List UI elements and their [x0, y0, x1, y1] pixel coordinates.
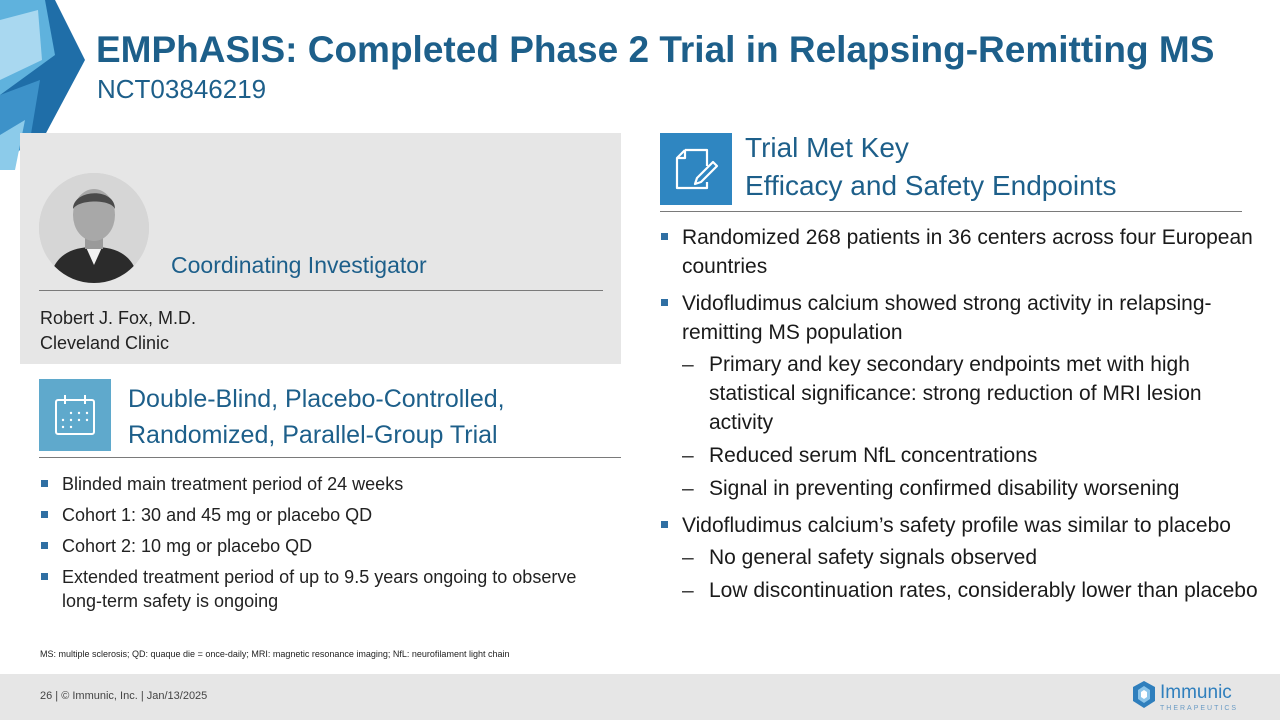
sub-list-item: Primary and key secondary endpoints met …	[682, 350, 1270, 437]
page-subtitle: NCT03846219	[97, 74, 267, 104]
list-item-text: Vidofludimus calcium showed strong activ…	[682, 292, 1212, 344]
list-item: Blinded main treatment period of 24 week…	[40, 472, 600, 496]
list-item: Vidofludimus calcium’s safety profile wa…	[660, 511, 1270, 605]
list-item: Extended treatment period of up to 9.5 y…	[40, 565, 600, 613]
logo-tagline: THERAPEUTICS	[1160, 705, 1239, 712]
results-list: Randomized 268 patients in 36 centers ac…	[660, 223, 1270, 613]
immunic-logo-icon	[1133, 681, 1155, 708]
trial-design-list: Blinded main treatment period of 24 week…	[40, 472, 600, 620]
sub-list-item: Signal in preventing confirmed disabilit…	[682, 474, 1270, 503]
sub-list: Primary and key secondary endpoints met …	[682, 350, 1270, 503]
list-item: Randomized 268 patients in 36 centers ac…	[660, 223, 1270, 281]
results-heading-line1: Trial Met Key	[745, 132, 909, 163]
trial-design-heading: Double-Blind, Placebo-Controlled, Random…	[128, 381, 505, 454]
person-photo-icon	[39, 173, 149, 283]
page-title: EMPhASIS: Completed Phase 2 Trial in Rel…	[96, 29, 1215, 70]
investigator-heading: Coordinating Investigator	[171, 252, 427, 278]
divider	[39, 290, 603, 291]
footnote: MS: multiple sclerosis; QD: quaque die =…	[40, 649, 510, 659]
list-item-text: Vidofludimus calcium’s safety profile wa…	[682, 514, 1231, 537]
results-heading: Trial Met Key Efficacy and Safety Endpoi…	[745, 129, 1117, 205]
trial-design-heading-line2: Randomized, Parallel-Group Trial	[128, 421, 498, 450]
logo-name: Immunic	[1160, 682, 1232, 703]
sub-list-item: No general safety signals observed	[682, 543, 1270, 572]
footer-text: 26 | © Immunic, Inc. | Jan/13/2025	[40, 690, 208, 702]
sub-list-item: Reduced serum NfL concentrations	[682, 441, 1270, 470]
list-item-text: Randomized 268 patients in 36 centers ac…	[682, 226, 1253, 278]
investigator-institution: Cleveland Clinic	[40, 333, 170, 354]
company-logo: Immunic THERAPEUTICS	[1131, 680, 1251, 714]
sub-list: No general safety signals observed Low d…	[682, 543, 1270, 605]
calendar-icon	[39, 379, 111, 451]
divider	[39, 457, 621, 458]
corner-decoration	[0, 0, 85, 170]
document-edit-icon	[660, 133, 732, 205]
list-item: Vidofludimus calcium showed strong activ…	[660, 289, 1270, 503]
trial-design-heading-line1: Double-Blind, Placebo-Controlled,	[128, 385, 505, 413]
investigator-details: Robert J. Fox, M.D. Cleveland Clinic	[40, 306, 196, 356]
results-heading-line2: Efficacy and Safety Endpoints	[745, 170, 1117, 202]
investigator-name: Robert J. Fox, M.D.	[40, 308, 197, 328]
list-item: Cohort 1: 30 and 45 mg or placebo QD	[40, 503, 600, 527]
divider	[660, 211, 1242, 212]
sub-list-item: Low discontinuation rates, considerably …	[682, 576, 1270, 605]
footer: 26 | © Immunic, Inc. | Jan/13/2025 Immun…	[0, 674, 1280, 720]
avatar	[39, 173, 149, 283]
list-item: Cohort 2: 10 mg or placebo QD	[40, 534, 600, 558]
investigator-panel: Coordinating Investigator Robert J. Fox,…	[20, 133, 621, 364]
